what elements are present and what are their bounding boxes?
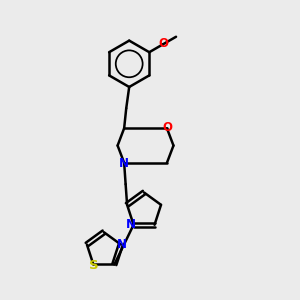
Text: N: N xyxy=(116,238,126,251)
Text: N: N xyxy=(119,157,129,170)
Text: O: O xyxy=(162,121,172,134)
Text: O: O xyxy=(158,38,168,50)
Text: N: N xyxy=(126,218,136,231)
Text: S: S xyxy=(88,259,98,272)
